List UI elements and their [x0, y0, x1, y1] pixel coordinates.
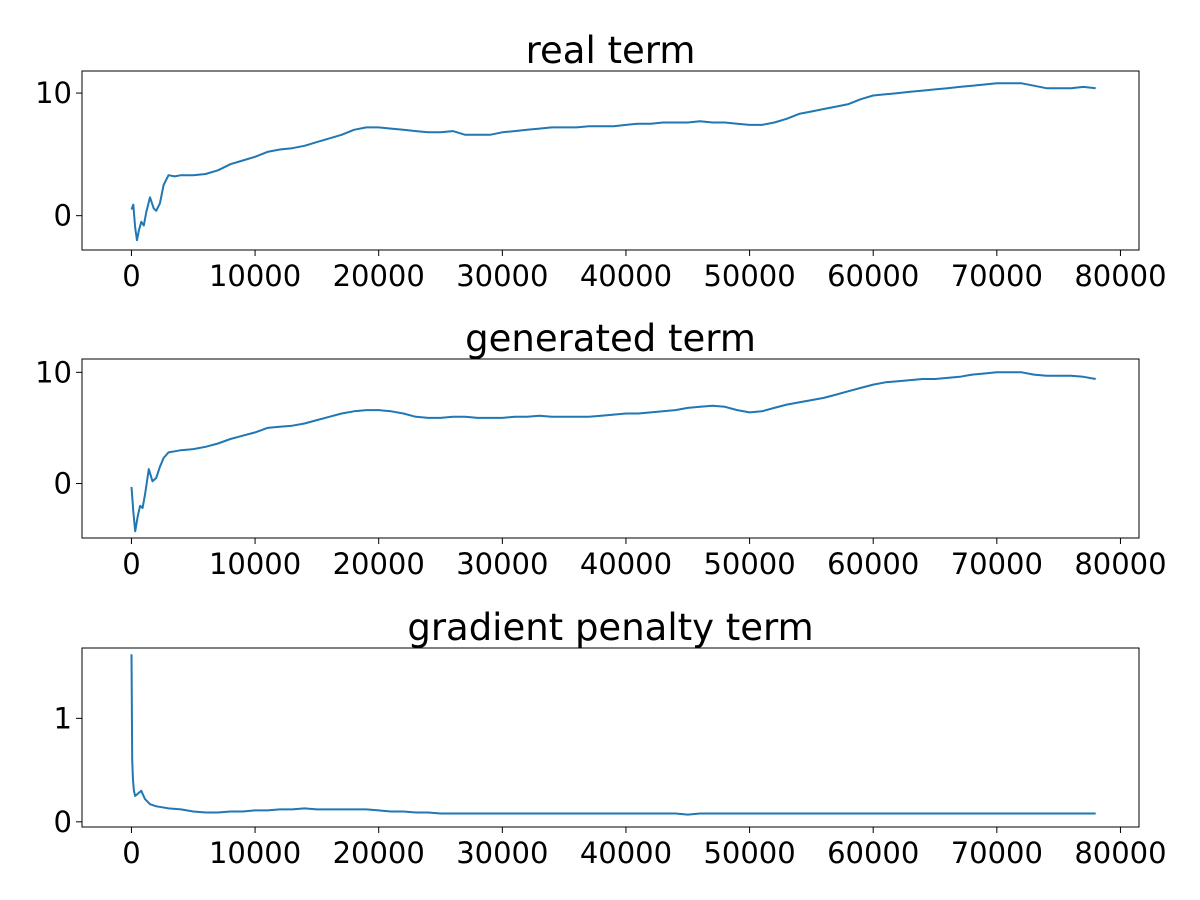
x-tick-label: 60000	[827, 547, 919, 581]
y-tick-label: 0	[54, 805, 72, 839]
x-tick-label: 20000	[333, 259, 425, 293]
series-line-2-0	[130, 654, 1096, 816]
x-tick-label: 80000	[1074, 836, 1166, 870]
x-tick-label: 70000	[951, 836, 1043, 870]
x-tick-label: 20000	[333, 547, 425, 581]
chart-title: generated term	[465, 317, 756, 360]
chart-panel-1: generated term 0 10000 20000 30000 40000 50000…	[35, 317, 1166, 581]
x-tick-label: 0	[122, 836, 140, 870]
x-tick-label: 80000	[1074, 259, 1166, 293]
x-tick-label: 10000	[209, 836, 301, 870]
x-tick-label: 10000	[209, 259, 301, 293]
chart-panel-0: real term 0 10000 20000 30000 40000 50000 60000…	[35, 29, 1166, 293]
x-tick-label: 50000	[703, 836, 795, 870]
x-tick-label: 40000	[580, 547, 672, 581]
y-tick-label: 0	[54, 467, 72, 501]
x-tick-label: 0	[122, 547, 140, 581]
x-tick-label: 30000	[456, 836, 548, 870]
y-tick-label: 1	[54, 701, 72, 735]
x-tick-label: 80000	[1074, 547, 1166, 581]
chart-title: gradient penalty term	[407, 606, 813, 649]
x-tick-label: 50000	[703, 259, 795, 293]
axes-frame	[81, 70, 1140, 251]
series-line-1-0	[130, 371, 1096, 533]
x-tick-label: 30000	[456, 547, 548, 581]
y-tick-label: 0	[54, 199, 72, 233]
x-tick-label: 40000	[580, 836, 672, 870]
x-tick-label: 40000	[580, 259, 672, 293]
series-line-0-0	[130, 82, 1096, 242]
axes-frame	[81, 358, 1140, 539]
x-tick-label: 70000	[951, 259, 1043, 293]
x-tick-label: 10000	[209, 547, 301, 581]
x-tick-label: 0	[122, 259, 140, 293]
x-tick-label: 50000	[703, 547, 795, 581]
x-tick-label: 70000	[951, 547, 1043, 581]
x-tick-label: 60000	[827, 836, 919, 870]
x-tick-label: 30000	[456, 259, 548, 293]
axes-frame	[81, 647, 1140, 828]
chart-panel-2: gradient penalty term 0 10000 20000 30000 400…	[54, 606, 1167, 870]
y-tick-label: 10	[35, 355, 72, 389]
x-tick-label: 60000	[827, 259, 919, 293]
chart-title: real term	[526, 29, 696, 72]
y-tick-label: 10	[35, 76, 72, 110]
x-tick-label: 20000	[333, 836, 425, 870]
